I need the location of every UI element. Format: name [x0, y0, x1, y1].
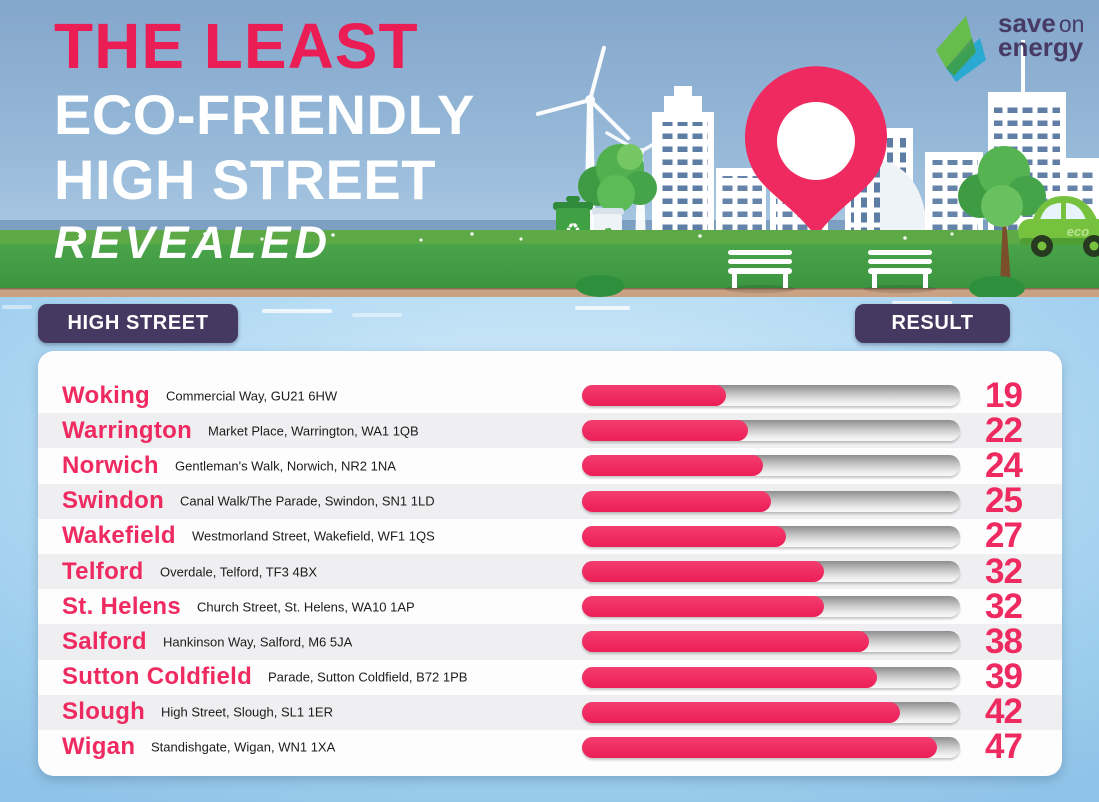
wave-decoration: [575, 306, 630, 310]
result-bar-fill: [582, 525, 787, 547]
table-row: Telford Overdale, Telford, TF3 4BX 32: [38, 551, 1062, 591]
result-value: 19: [985, 375, 1023, 415]
table-row: St. Helens Church Street, St. Helens, WA1…: [38, 586, 1062, 626]
grass-flowers: [78, 232, 1084, 242]
tree-icon: [578, 144, 657, 245]
result-value: 24: [985, 445, 1023, 485]
result-bar-fill: [582, 385, 726, 406]
city-name: St. Helens: [62, 592, 182, 620]
table-row: Wakefield Westmorland Street, Wakefield, …: [38, 516, 1062, 556]
result-bar-track: [582, 525, 960, 547]
result-bar-fill: [582, 490, 771, 512]
result-value: 47: [985, 727, 1023, 767]
street-address: Gentleman's Walk, Norwich, NR2 1NA: [175, 458, 396, 474]
street-address: High Street, Slough, SL1 1ER: [161, 704, 333, 720]
logo-word-on: on: [1058, 11, 1085, 37]
result-bar-track: [582, 631, 960, 653]
result-value: 25: [985, 481, 1023, 521]
street-address: Market Place, Warrington, WA1 1QB: [208, 423, 419, 439]
bush: [969, 276, 1025, 297]
street-address: Hankinson Way, Salford, M6 5JA: [163, 634, 353, 650]
result-value: 38: [985, 621, 1023, 661]
city-name: Woking: [62, 381, 151, 409]
street-address: Overdale, Telford, TF3 4BX: [160, 564, 318, 580]
path-strip: [0, 289, 1099, 297]
result-value: 32: [985, 586, 1023, 626]
title-line-2: ECO-FRIENDLY: [54, 83, 475, 146]
eco-car-icon: eco: [1018, 196, 1099, 257]
result-bar-track: [582, 455, 960, 477]
result-bar-fill: [582, 560, 824, 582]
saveonenergy-logo: save on energy: [936, 10, 1085, 82]
result-bar-track: [582, 736, 960, 758]
result-value: 27: [985, 516, 1023, 556]
path-edge: [0, 288, 1099, 290]
bench-icon: [864, 250, 936, 293]
title-line-4: REVEALED: [54, 217, 332, 268]
result-bar-fill: [582, 736, 938, 758]
table-row: Norwich Gentleman's Walk, Norwich, NR2 1N…: [38, 445, 1062, 485]
result-bar-track: [582, 560, 960, 582]
table-row: Woking Commercial Way, GU21 6HW 19: [38, 375, 1062, 415]
logo-word-energy: energy: [998, 31, 1084, 62]
bench-icon: [724, 250, 796, 293]
result-bar-track: [582, 666, 960, 688]
table-row: Wigan Standishgate, Wigan, WN1 1XA 47: [38, 727, 1062, 767]
table-row: Swindon Canal Walk/The Parade, Swindon, S…: [38, 481, 1062, 521]
logo-bolt-icon: [936, 16, 986, 82]
city-name: Telford: [62, 557, 144, 585]
result-bar-fill: [582, 701, 900, 723]
table-row: Warrington Market Place, Warrington, WA1 …: [38, 410, 1062, 450]
logo-word-save: save: [998, 8, 1056, 38]
table-row: Slough High Street, Slough, SL1 1ER 42: [38, 692, 1062, 732]
eco-label: eco: [1067, 224, 1089, 239]
column-header-high-street: HIGH STREET: [38, 304, 238, 343]
bush: [576, 275, 624, 297]
result-bar-track: [582, 385, 960, 406]
column-header-result: RESULT: [855, 304, 1010, 343]
city-name: Warrington: [62, 416, 193, 444]
result-bar-track: [582, 701, 960, 723]
wave-decoration: [352, 313, 402, 317]
result-bar-track: [582, 490, 960, 512]
city-name: Slough: [62, 698, 146, 726]
logo-text: save on energy: [998, 10, 1085, 62]
table-row: Sutton Coldfield Parade, Sutton Coldfield…: [38, 657, 1062, 697]
title-line-1: THE LEAST: [54, 10, 419, 82]
result-value: 32: [985, 551, 1023, 591]
city-name: Swindon: [62, 487, 165, 515]
result-value: 42: [985, 692, 1023, 732]
street-address: Commercial Way, GU21 6HW: [166, 388, 338, 404]
result-bar-track: [582, 596, 960, 618]
street-address: Church Street, St. Helens, WA10 1AP: [197, 599, 415, 615]
page-title: THE LEAST ECO-FRIENDLY HIGH STREET REVEA…: [54, 14, 475, 265]
header-scene-illustration: ♻ ♻: [0, 0, 1099, 297]
wave-decoration: [892, 301, 952, 305]
grass-tufts: [0, 230, 1099, 246]
results-card: Woking Commercial Way, GU21 6HW 19 Warringt…: [38, 351, 1062, 776]
wave-decoration: [262, 309, 332, 313]
result-value: 39: [985, 657, 1023, 697]
city-name: Sutton Coldfield: [62, 663, 253, 691]
result-value: 22: [985, 410, 1023, 450]
result-bar-fill: [582, 666, 877, 688]
city-name: Wakefield: [62, 522, 176, 550]
wave-decoration: [2, 305, 32, 309]
result-bar-track: [582, 420, 960, 442]
result-bar-fill: [582, 596, 824, 618]
table-row: Salford Hankinson Way, Salford, M6 5JA 38: [38, 621, 1062, 661]
result-bar-fill: [582, 631, 870, 653]
city-name: Salford: [62, 627, 147, 655]
street-address: Canal Walk/The Parade, Swindon, SN1 1LD: [180, 493, 435, 509]
result-bar-fill: [582, 455, 764, 477]
city-name: Norwich: [62, 451, 159, 479]
city-name: Wigan: [62, 733, 136, 761]
result-bar-fill: [582, 420, 749, 442]
street-address: Parade, Sutton Coldfield, B72 1PB: [268, 669, 468, 685]
street-address: Westmorland Street, Wakefield, WF1 1QS: [192, 528, 435, 544]
tree-icon: [958, 146, 1046, 284]
street-address: Standishgate, Wigan, WN1 1XA: [151, 739, 336, 755]
title-line-3: HIGH STREET: [54, 148, 436, 211]
